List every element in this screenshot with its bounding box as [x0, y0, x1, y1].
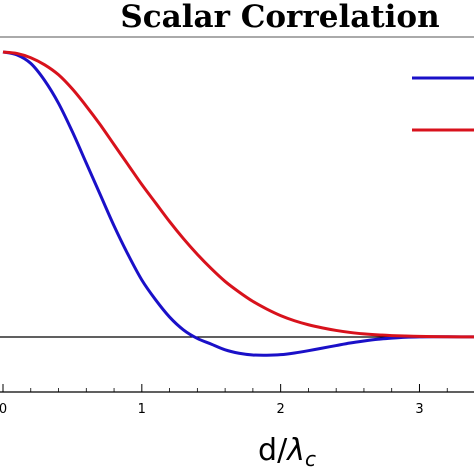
- chart-title: Scalar Correlation: [120, 0, 439, 35]
- x-axis-label-symbol: λ: [285, 433, 305, 468]
- x-tick-label: 3: [415, 402, 423, 417]
- x-tick-label: 2: [277, 402, 285, 417]
- series-line-red: [2, 50, 474, 339]
- legend: [412, 76, 474, 132]
- x-axis-label: d/λc: [258, 433, 316, 471]
- x-tick-label: 0: [0, 402, 7, 417]
- x-axis-label-subscript: c: [305, 447, 316, 471]
- x-tick-label: 1: [138, 402, 146, 417]
- series-lines: [2, 50, 474, 357]
- x-axis-ticks: 0 1 2 3: [0, 384, 448, 417]
- series-line-blue: [2, 50, 474, 357]
- x-axis-label-main: d/: [258, 433, 288, 468]
